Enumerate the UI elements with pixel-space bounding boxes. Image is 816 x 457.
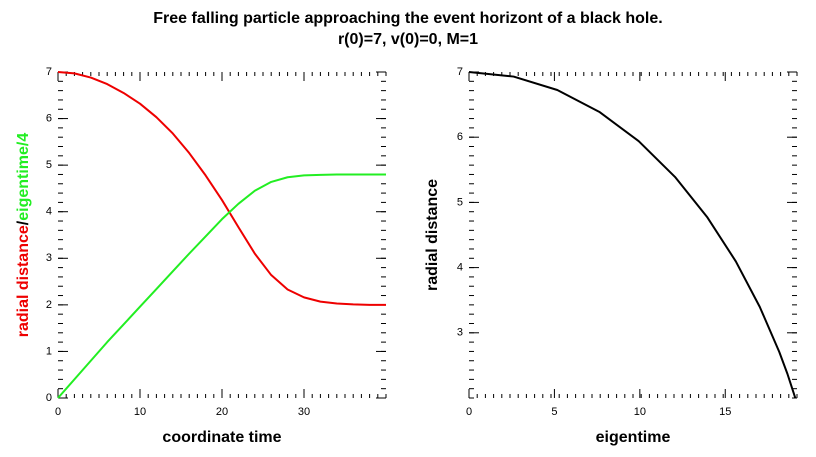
y-tick-label: 7 (457, 66, 463, 78)
y-tick-label: 6 (46, 112, 52, 124)
y-axis-label: radial distance (424, 179, 441, 291)
y-tick-label: 4 (46, 206, 52, 218)
y-tick-label: 3 (46, 252, 52, 264)
x-axis-label: eigentime (596, 429, 671, 446)
x-tick-label: 0 (55, 406, 61, 418)
x-tick-label: 0 (466, 406, 472, 418)
x-tick-label: 10 (134, 406, 146, 418)
y-tick-label: 3 (457, 327, 463, 339)
y-tick-label: 1 (46, 345, 52, 357)
y-tick-label: 0 (46, 392, 52, 404)
y-label-part: eigentime/4 (15, 133, 32, 221)
y-tick-label: 5 (46, 159, 52, 171)
y-label-separator: / (15, 220, 32, 225)
x-tick-label: 5 (551, 406, 557, 418)
y-tick-label: 6 (457, 131, 463, 143)
y-axis-label: radial distance/eigentime/4 (15, 133, 32, 338)
y-label-part: radial distance (15, 225, 32, 337)
x-tick-label: 30 (298, 406, 310, 418)
chart-subtitle: r(0)=7, v(0)=0, M=1 (338, 31, 478, 48)
line-series (468, 71, 797, 399)
chart-title: Free falling particle approaching the ev… (153, 10, 662, 27)
line-series (57, 71, 386, 306)
line-series (57, 173, 386, 399)
y-tick-label: 4 (457, 262, 463, 274)
x-axis-label: coordinate time (162, 429, 281, 446)
x-tick-label: 10 (634, 406, 646, 418)
y-tick-label: 5 (457, 196, 463, 208)
x-tick-label: 20 (216, 406, 228, 418)
y-tick-label: 7 (46, 66, 52, 78)
x-tick-label: 15 (719, 406, 731, 418)
y-tick-label: 2 (46, 299, 52, 311)
